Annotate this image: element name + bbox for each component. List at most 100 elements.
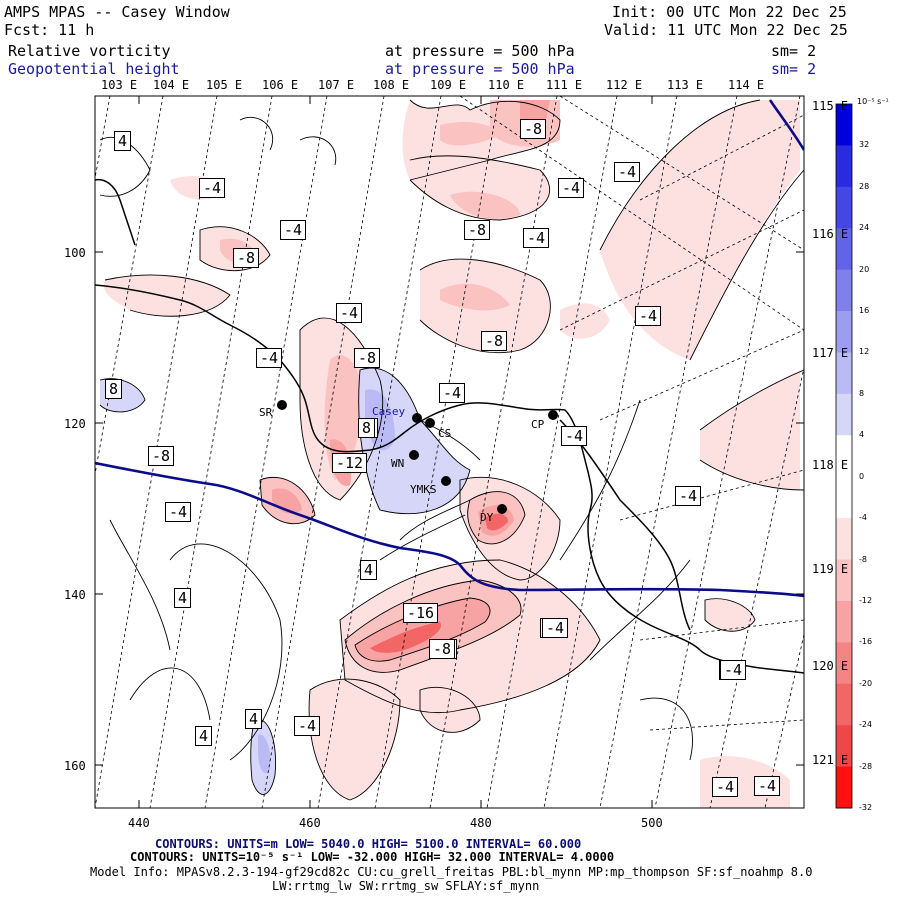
y-axis-label: 140 bbox=[64, 588, 86, 602]
right-lon-label: 119 E bbox=[812, 562, 849, 576]
colorbar-tick-label: -32 bbox=[859, 803, 873, 812]
valid-time: Valid: 11 UTC Mon 22 Dec 25 bbox=[604, 21, 848, 39]
contour-label: -8 bbox=[429, 639, 456, 659]
lon-label: 106 E bbox=[262, 78, 299, 92]
contour-label: -4 bbox=[439, 383, 466, 403]
station-label: CS bbox=[438, 427, 452, 440]
contour-label: -4 bbox=[523, 228, 550, 248]
right-lon-label: 121 E bbox=[812, 753, 849, 767]
colorbar-tick-label: -28 bbox=[859, 761, 873, 771]
contour-label: -4 bbox=[712, 777, 739, 797]
colorbar-swatch bbox=[836, 228, 852, 271]
contour-label: -4 bbox=[558, 178, 585, 198]
lon-label: 111 E bbox=[546, 78, 583, 92]
colorbar-tick-label: 0 bbox=[859, 471, 865, 481]
colorbar-swatch bbox=[836, 311, 852, 353]
station-markers bbox=[277, 400, 558, 514]
colorbar-swatch bbox=[836, 393, 852, 436]
y-axis-label: 120 bbox=[64, 417, 86, 431]
colorbar-swatch bbox=[836, 559, 852, 602]
station-label: YMKS bbox=[410, 483, 437, 496]
contour-label: -8 bbox=[148, 446, 175, 466]
colorbar-swatch bbox=[836, 476, 852, 519]
right-lon-label: 116 E bbox=[812, 227, 849, 241]
footer-model-info: Model Info: MPASv8.2.3-194-gf29cd82c CU:… bbox=[90, 865, 813, 879]
contour-label: -4 bbox=[675, 486, 702, 506]
colorbar-tick-label: 20 bbox=[859, 264, 870, 274]
lon-label: 105 E bbox=[206, 78, 243, 92]
station-dot bbox=[412, 413, 422, 423]
x-axis-label: 480 bbox=[470, 816, 492, 830]
colorbar-swatch bbox=[836, 435, 852, 478]
y-axis-label: 160 bbox=[64, 759, 86, 773]
lon-label: 112 E bbox=[606, 78, 643, 92]
contour-label: -12 bbox=[332, 453, 368, 473]
colorbar-tick-label: 16 bbox=[859, 306, 870, 316]
lon-label: 104 E bbox=[153, 78, 190, 92]
station-dot bbox=[425, 418, 435, 428]
footer-model-info-2: LW:rrtmg_lw SW:rrtmg_sw SFLAY:sf_mynn bbox=[272, 879, 540, 893]
contour-label: 8 bbox=[358, 418, 376, 438]
init-time: Init: 00 UTC Mon 22 Dec 25 bbox=[612, 3, 847, 21]
field1-name: Relative vorticity bbox=[8, 42, 171, 60]
contour-label: -4 bbox=[336, 303, 363, 323]
x-axis-label: 500 bbox=[641, 816, 663, 830]
map-frame bbox=[94, 95, 805, 809]
geopotential-contour bbox=[768, 99, 804, 151]
footer-height-contours: CONTOURS: UNITS=m LOW= 5040.0 HIGH= 5100… bbox=[155, 837, 582, 851]
colorbar-tick-label: 8 bbox=[859, 388, 865, 398]
contour-label: -4 bbox=[720, 660, 747, 680]
right-lon-label: 118 E bbox=[812, 458, 849, 472]
colorbar-swatch bbox=[836, 725, 852, 768]
contour-label: -4 bbox=[635, 306, 662, 326]
lon-label: 109 E bbox=[430, 78, 467, 92]
colorbar-swatch bbox=[836, 766, 852, 809]
station-label: SR bbox=[259, 406, 273, 419]
contour-label: -8 bbox=[481, 331, 508, 351]
lon-label: 107 E bbox=[318, 78, 355, 92]
colorbar-tick-label: 12 bbox=[859, 347, 870, 357]
contour-label: -4 bbox=[294, 716, 321, 736]
vorticity-contours bbox=[99, 99, 804, 801]
contour-label: -4 bbox=[754, 776, 781, 796]
colorbar-tick-label: -24 bbox=[859, 720, 873, 730]
field2-name: Geopotential height bbox=[8, 60, 180, 78]
contour-label: -4 bbox=[561, 426, 588, 446]
contour-label: -8 bbox=[520, 119, 547, 139]
right-lon-label: 115 E bbox=[812, 99, 849, 113]
geopotential-contour bbox=[95, 461, 804, 598]
footer-vorticity-contours: CONTOURS: UNITS=10⁻⁵ s⁻¹ LOW= -32.000 HI… bbox=[130, 850, 615, 864]
contour-label: 4 bbox=[195, 726, 213, 746]
colorbar-swatch bbox=[836, 352, 852, 395]
y-axis-label: 100 bbox=[64, 246, 86, 260]
colorbar-outline bbox=[835, 103, 853, 809]
colorbar-tick-label: 32 bbox=[859, 140, 870, 150]
colorbar-tick-label: 28 bbox=[859, 181, 870, 191]
contour-label: -4 bbox=[165, 502, 192, 522]
contour-label: 4 bbox=[174, 588, 192, 608]
colorbar-tick-label: -16 bbox=[859, 637, 873, 647]
colorbar-tick-label: -4 bbox=[859, 513, 867, 523]
contour-label: -4 bbox=[614, 162, 641, 182]
station-dot bbox=[497, 504, 507, 514]
colorbar-swatch bbox=[836, 104, 852, 146]
contour-label: 4 bbox=[114, 131, 132, 151]
right-lon-label: 120 E bbox=[812, 659, 849, 673]
colorbar-tick-label: 4 bbox=[859, 430, 865, 440]
station-dot bbox=[409, 450, 419, 460]
colorbar-tick-label: -12 bbox=[859, 595, 873, 605]
forecast-hour: Fcst: 11 h bbox=[4, 21, 95, 39]
station-label: DY bbox=[480, 511, 494, 524]
x-axis-label: 440 bbox=[128, 816, 150, 830]
colorbar-swatch bbox=[836, 642, 852, 685]
colorbar-tick-label: -20 bbox=[859, 678, 873, 688]
contour-label: 8 bbox=[105, 379, 123, 399]
colorbar-unit: 10⁻⁵ s⁻¹ bbox=[857, 97, 889, 106]
station-label: CP bbox=[531, 418, 545, 431]
colorbar bbox=[835, 103, 853, 809]
colorbar-swatch bbox=[836, 145, 852, 188]
x-axis-label: 460 bbox=[299, 816, 321, 830]
contour-label: 4 bbox=[360, 560, 378, 580]
colorbar-swatch bbox=[836, 600, 852, 643]
field2-smooth: sm= 2 bbox=[771, 60, 817, 78]
